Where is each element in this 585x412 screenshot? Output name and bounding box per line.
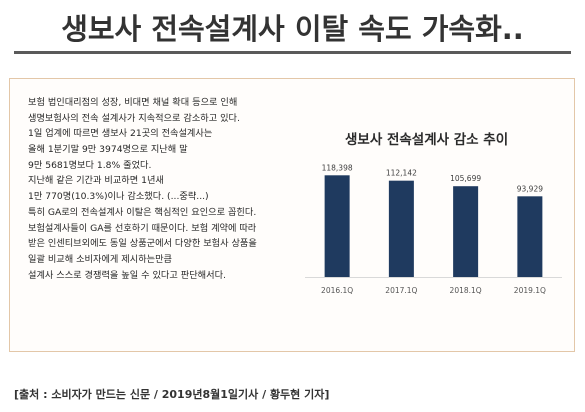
article-line: 생명보험사의 전속 설계사가 지속적으로 감소하고 있다.	[28, 112, 240, 124]
chart-title: 생보사 전속설계사 감소 추이	[345, 132, 509, 148]
article-line: 보험설계사들이 GA를 선호하기 때문이다. 보험 계약에 따라	[28, 222, 257, 234]
article-line: 특히 GA로의 전속설계사 이탈은 핵심적인 요인으로 꼽힌다.	[28, 206, 257, 218]
chart-category-label: 2016.1Q	[321, 286, 353, 295]
chart-value-label: 112,142	[386, 169, 417, 178]
bar-chart: 118,398 2016.1Q 112,142 2017.1Q 105,699 2018.…	[10, 79, 576, 353]
content-panel: 보험 법인대리점의 성장, 비대면 채널 확대 등으로 인해 생명보험사의 전속…	[9, 78, 575, 352]
chart-value-label: 118,398	[322, 163, 353, 172]
chart-value-label: 93,929	[517, 184, 543, 193]
bar-chart-svg: 118,398 2016.1Q 112,142 2017.1Q 105,699 2018.…	[305, 163, 562, 295]
article-line: 받은 인센티브외에도 동일 상품군에서 다양한 보험사 상품을	[28, 238, 257, 250]
source-citation: [출처 : 소비자가 만드는 신문 / 2019년8월1일기사 / 황두현 기자…	[14, 388, 330, 401]
article-line: 9만 5681명보다 1.8% 줄었다.	[28, 159, 152, 171]
chart-bar	[388, 180, 414, 277]
article-line: 올해 1분기말 9만 3974명으로 지난해 말	[28, 144, 188, 156]
article-line: 설계사 스스로 경쟁력을 높일 수 있다고 판단해서다.	[28, 269, 226, 281]
article-line: 1만 770명(10.3%)이나 감소했다. (...중략...)	[28, 191, 209, 203]
chart-bar	[517, 196, 543, 277]
chart-value-label: 105,699	[450, 174, 481, 183]
chart-bar	[453, 186, 479, 277]
chart-category-label: 2018.1Q	[450, 286, 482, 295]
chart-bar	[324, 175, 350, 277]
article-line: 보험 법인대리점의 성장, 비대면 채널 확대 등으로 인해	[28, 97, 238, 108]
article-line: 지난해 같은 기간과 비교하면 1년새	[28, 175, 164, 187]
article-line: 일괄 비교해 소비자에게 제시하는만큼	[28, 253, 173, 265]
article-text: 보험 법인대리점의 성장, 비대면 채널 확대 등으로 인해 생명보험사의 전속…	[28, 95, 313, 283]
chart-category-label: 2019.1Q	[514, 286, 546, 295]
page-headline: 생보사 전속설계사 이탈 속도 가속화..	[61, 12, 524, 46]
article-line: 1일 업계에 따르면 생보사 21곳의 전속설계사는	[28, 128, 213, 140]
headline-underline	[14, 51, 571, 54]
chart-category-label: 2017.1Q	[385, 286, 417, 295]
